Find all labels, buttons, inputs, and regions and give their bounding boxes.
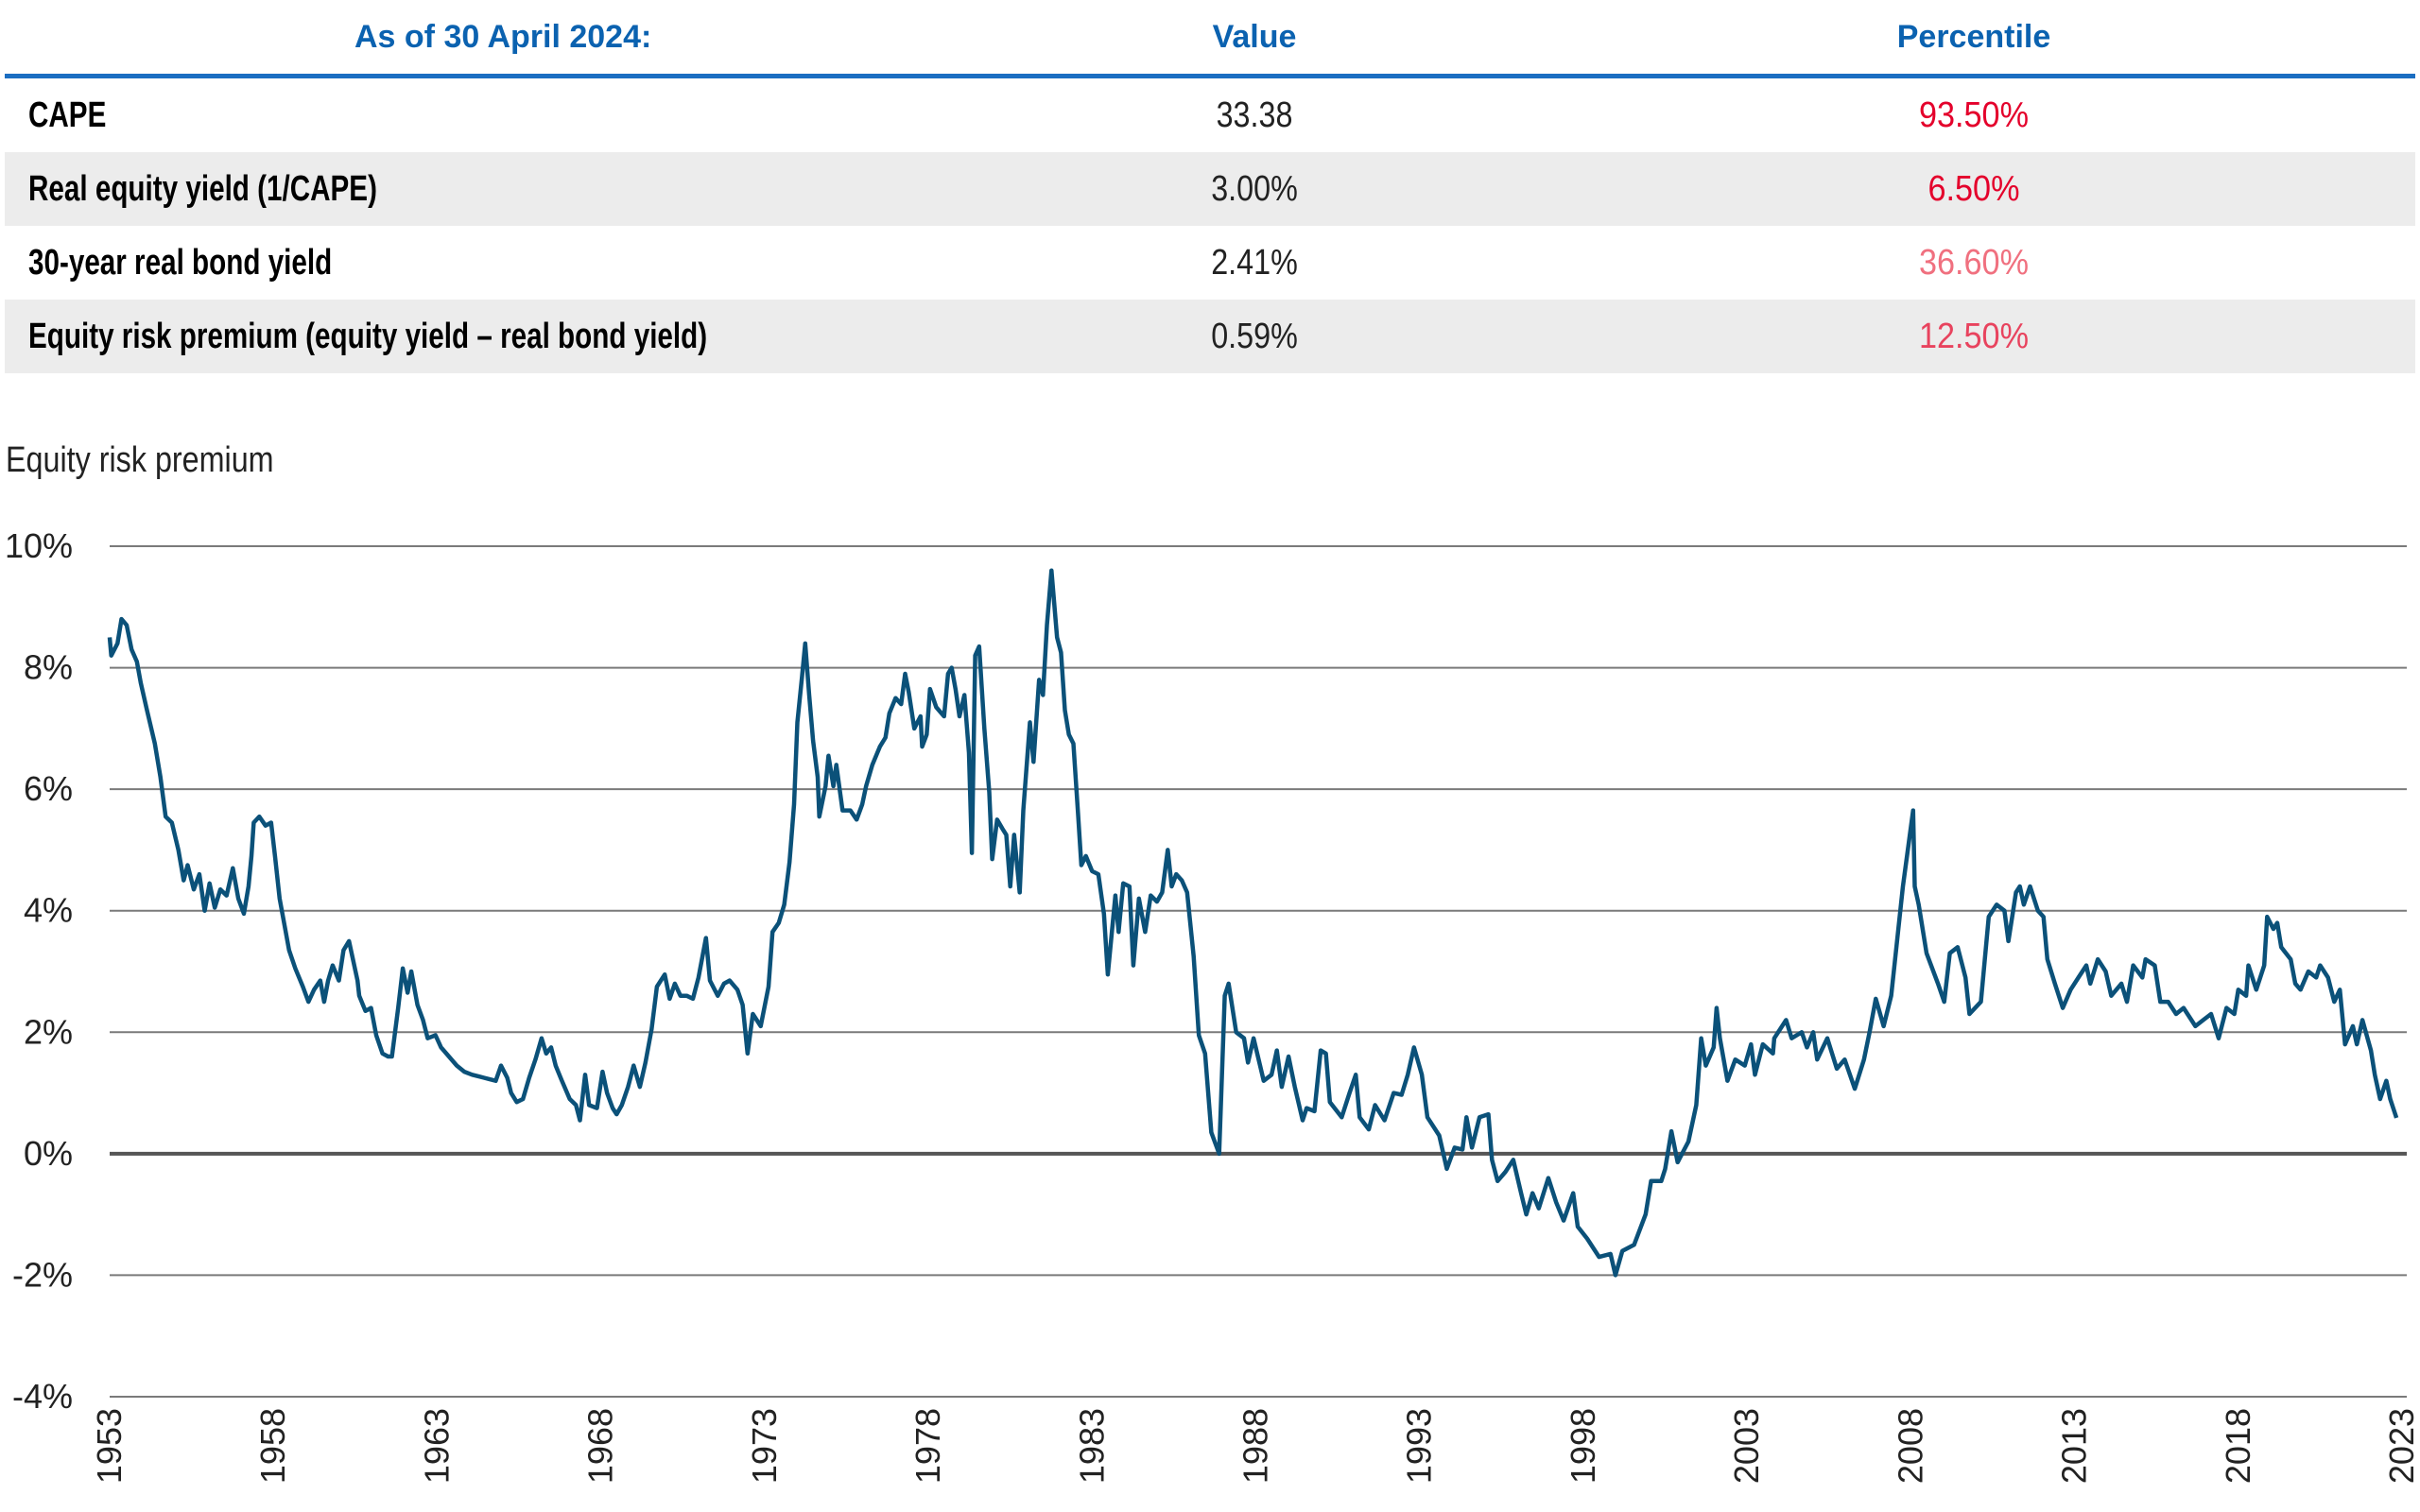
x-tick-label: 1993 <box>1400 1408 1439 1484</box>
x-tick-label: 1988 <box>1236 1408 1275 1484</box>
x-tick-label: 2013 <box>2055 1408 2094 1484</box>
table-row: Equity risk premium (equity yield – real… <box>5 300 2415 373</box>
row-value: 2.41% <box>1211 243 1298 283</box>
row-label: Real equity yield (1/CAPE) <box>28 169 377 209</box>
header-percentile: Percentile <box>1896 19 2051 55</box>
y-tick-label: 8% <box>24 648 73 687</box>
valuation-table: As of 30 April 2024: Value Percentile CA… <box>5 0 2415 373</box>
chart-title: Equity risk premium <box>6 440 274 480</box>
x-tick-label: 2008 <box>1891 1408 1929 1484</box>
row-percentile: 6.50% <box>1927 169 2020 209</box>
row-label: Equity risk premium (equity yield – real… <box>28 317 708 356</box>
y-tick-label: -2% <box>12 1255 73 1294</box>
row-value: 0.59% <box>1211 317 1298 356</box>
x-tick-label: 1973 <box>745 1408 784 1484</box>
row-label: CAPE <box>28 95 107 135</box>
x-tick-label: 1963 <box>417 1408 456 1484</box>
x-tick-label: 1998 <box>1564 1408 1602 1484</box>
equity-risk-premium-line <box>107 568 2399 1278</box>
y-tick-label: 10% <box>5 526 73 565</box>
row-percentile: 93.50% <box>1918 95 2030 135</box>
x-tick-label: 1983 <box>1072 1408 1111 1484</box>
row-label: 30-year real bond yield <box>28 243 333 283</box>
x-tick-label: 2018 <box>2219 1408 2257 1484</box>
header-value: Value <box>1212 19 1297 55</box>
table-row: Real equity yield (1/CAPE) 3.00% 6.50% <box>5 152 2415 226</box>
x-tick-label: 2003 <box>1727 1408 1766 1484</box>
table-row: 30-year real bond yield 2.41% 36.60% <box>5 226 2415 300</box>
y-tick-label: -4% <box>12 1377 73 1416</box>
row-value: 33.38 <box>1216 95 1293 135</box>
x-tick-label: 2023 <box>2382 1408 2420 1484</box>
x-tick-label: 1968 <box>581 1408 620 1484</box>
x-tick-label: 1958 <box>253 1408 292 1484</box>
y-tick-label: 2% <box>24 1012 73 1051</box>
table-row: CAPE 33.38 93.50% <box>5 78 2415 152</box>
table-header: As of 30 April 2024: Value Percentile <box>5 0 2415 78</box>
x-tick-label: 1953 <box>90 1408 129 1484</box>
y-tick-label: 6% <box>24 769 73 808</box>
row-value: 3.00% <box>1211 169 1298 209</box>
row-percentile: 12.50% <box>1918 317 2030 356</box>
y-tick-label: 0% <box>24 1134 73 1173</box>
x-tick-label: 1978 <box>908 1408 947 1484</box>
header-as-of: As of 30 April 2024: <box>354 19 652 55</box>
y-tick-label: 4% <box>24 891 73 930</box>
row-percentile: 36.60% <box>1918 243 2030 283</box>
